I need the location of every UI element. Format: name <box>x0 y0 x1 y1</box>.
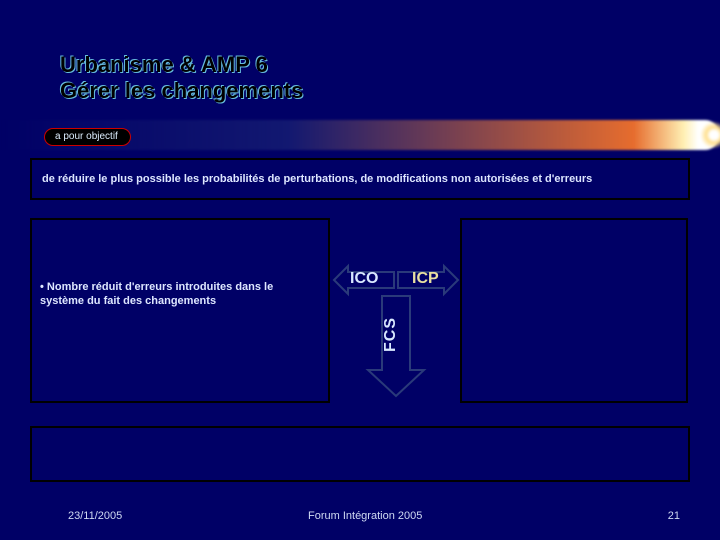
objectif-label: a pour objectif <box>55 131 118 142</box>
icp-label: ICP <box>412 270 439 288</box>
right-empty-box <box>460 218 688 403</box>
footer-center: Forum Intégration 2005 <box>268 510 620 522</box>
title-line-1: Urbanisme & AMP 6 <box>60 52 268 77</box>
fcs-label: FCS <box>382 317 400 352</box>
slide-footer: 23/11/2005 Forum Intégration 2005 21 <box>0 510 720 522</box>
objectif-pill: a pour objectif <box>44 128 131 146</box>
description-box: de réduire le plus possible les probabil… <box>30 158 690 200</box>
slide-title: Urbanisme & AMP 6 Gérer les changements <box>60 52 303 105</box>
title-line-2: Gérer les changements <box>60 78 303 103</box>
bottom-empty-box <box>30 426 690 482</box>
ico-label: ICO <box>350 270 378 288</box>
description-text: de réduire le plus possible les probabil… <box>42 173 592 185</box>
footer-page: 21 <box>620 510 680 522</box>
slide-background: Urbanisme & AMP 6 Gérer les changements … <box>0 0 720 540</box>
arrow-cluster: ICO ICP FCS <box>332 262 460 407</box>
left-content-box: • Nombre réduit d'erreurs introduites da… <box>30 218 330 403</box>
left-content-text: • Nombre réduit d'erreurs introduites da… <box>40 280 320 309</box>
footer-date: 23/11/2005 <box>68 510 268 522</box>
